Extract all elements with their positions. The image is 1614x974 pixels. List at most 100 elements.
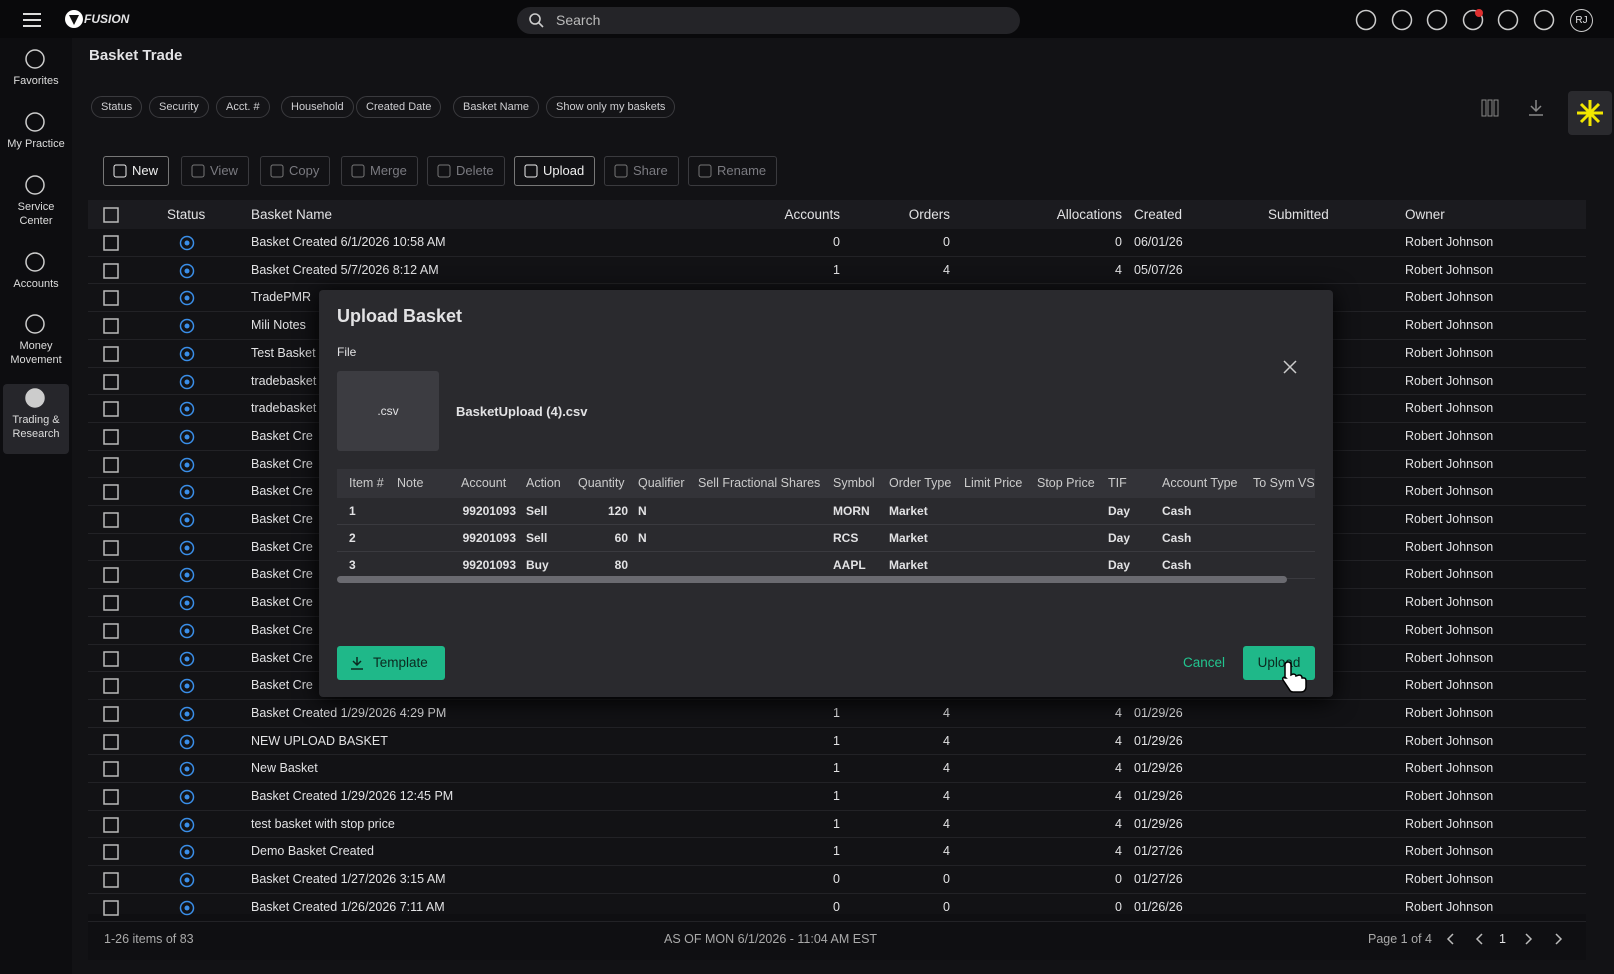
row-checkbox[interactable]	[103, 429, 119, 445]
user-avatar[interactable]: RJ	[1570, 9, 1593, 32]
pager-first[interactable]	[1443, 932, 1457, 946]
table-cell[interactable]: tradebasket	[251, 373, 317, 388]
nav-icon[interactable]	[24, 111, 46, 133]
table-cell[interactable]: Basket Cre	[251, 650, 313, 665]
nav-label[interactable]: Service Center	[17, 201, 55, 227]
filter-chip[interactable]: Security	[149, 96, 209, 118]
table-cell[interactable]: Basket Cre	[251, 678, 313, 693]
table-cell[interactable]: New Basket	[251, 761, 318, 776]
table-cell[interactable]: tradebasket	[251, 401, 317, 416]
table-cell[interactable]: Basket Cre	[251, 428, 313, 443]
toolbar-button[interactable]: Share	[604, 156, 679, 186]
table-cell[interactable]: Basket Created 1/29/2026 4:29 PM	[251, 705, 447, 720]
nav-label[interactable]: Money Movement	[10, 340, 62, 366]
table-cell[interactable]: Basket Created 1/26/2026 7:11 AM	[251, 899, 445, 914]
table-cell[interactable]: TradePMR	[251, 290, 311, 305]
toolbar-button[interactable]: Merge	[341, 156, 418, 186]
toolbar-button[interactable]: Copy	[260, 156, 331, 186]
column-header[interactable]: Submitted	[1268, 207, 1329, 222]
column-header[interactable]: Owner	[1405, 207, 1445, 222]
row-checkbox[interactable]	[103, 678, 119, 694]
download-icon[interactable]	[1526, 98, 1546, 118]
row-checkbox[interactable]	[103, 844, 119, 861]
column-header[interactable]: Allocations	[1056, 207, 1122, 222]
table-cell[interactable]: Basket Cre	[251, 567, 313, 582]
toolbar-button[interactable]: Upload	[514, 156, 596, 186]
close-icon[interactable]	[1283, 360, 1297, 374]
bell-icon[interactable]	[1462, 9, 1484, 31]
row-checkbox[interactable]	[103, 456, 119, 473]
table-cell[interactable]: Test Basket	[251, 345, 316, 360]
nav-label[interactable]: Favorites	[13, 75, 59, 87]
row-checkbox[interactable]	[103, 595, 119, 611]
table-cell[interactable]: Basket Created 1/27/2026 3:15 AM	[251, 872, 446, 887]
nav-label[interactable]: My Practice	[7, 138, 65, 150]
column-header[interactable]: Accounts	[784, 207, 840, 222]
row-checkbox[interactable]	[103, 567, 119, 584]
table-cell[interactable]: test basket with stop price	[251, 816, 395, 831]
column-header[interactable]: Status	[167, 207, 206, 222]
cancel-button[interactable]: Cancel	[1182, 655, 1226, 670]
toolbar-button[interactable]: View	[181, 156, 249, 186]
row-checkbox[interactable]	[103, 789, 119, 805]
row-checkbox[interactable]	[103, 346, 119, 362]
chart-icon[interactable]	[1426, 9, 1448, 31]
apps-icon[interactable]	[1533, 9, 1555, 31]
nav-icon[interactable]	[24, 387, 46, 409]
nav-icon[interactable]	[24, 313, 46, 335]
row-checkbox[interactable]	[103, 761, 119, 778]
mail-icon[interactable]	[1497, 9, 1519, 31]
row-checkbox[interactable]	[103, 872, 119, 888]
row-checkbox[interactable]	[103, 318, 119, 334]
filter-chip[interactable]: Created Date	[356, 96, 442, 118]
column-header[interactable]: Created	[1134, 207, 1183, 222]
row-checkbox[interactable]	[103, 623, 119, 639]
row-checkbox[interactable]	[103, 900, 119, 916]
row-checkbox[interactable]	[103, 235, 119, 251]
filter-chip[interactable]: Acct. #	[216, 96, 270, 118]
table-cell[interactable]: NEW UPLOAD BASKET	[251, 733, 388, 748]
table-cell[interactable]: Basket Cre	[251, 595, 313, 610]
nav-icon[interactable]	[24, 48, 46, 70]
table-cell[interactable]: Demo Basket Created	[251, 844, 374, 859]
table-cell[interactable]: Basket Cre	[251, 539, 313, 554]
nav-icon[interactable]	[24, 174, 46, 196]
help-icon[interactable]	[1355, 9, 1377, 31]
row-checkbox[interactable]	[103, 290, 119, 307]
table-cell[interactable]: Basket Created 5/7/2026 8:12 AM	[251, 262, 439, 277]
row-checkbox[interactable]	[103, 733, 119, 750]
toolbar-button[interactable]: New	[103, 156, 170, 186]
table-cell[interactable]: Basket Created 6/1/2026 10:58 AM	[251, 235, 446, 249]
nav-label[interactable]: Accounts	[13, 278, 59, 290]
row-checkbox[interactable]	[103, 262, 119, 279]
column-header[interactable]: Orders	[908, 207, 950, 222]
toolbar-button[interactable]: Delete	[427, 156, 505, 186]
pager-next[interactable]	[1522, 932, 1536, 946]
row-checkbox[interactable]	[103, 373, 119, 390]
row-checkbox[interactable]	[103, 539, 119, 556]
filter-chip[interactable]: Show only my baskets	[546, 96, 676, 118]
filter-chip[interactable]: Household	[281, 96, 354, 118]
pager-last[interactable]	[1552, 932, 1566, 946]
menu-icon[interactable]	[22, 12, 42, 28]
row-checkbox[interactable]	[103, 650, 119, 667]
table-cell[interactable]: Basket Cre	[251, 456, 313, 471]
row-checkbox[interactable]	[103, 816, 119, 833]
row-checkbox[interactable]	[103, 484, 119, 501]
search-box[interactable]	[517, 7, 1020, 34]
nav-icon[interactable]	[24, 251, 46, 273]
filter-chip[interactable]: Status	[91, 96, 143, 118]
filter-chip[interactable]: Basket Name	[453, 96, 540, 118]
table-cell[interactable]: Basket Cre	[251, 484, 313, 499]
table-cell[interactable]: Basket Cre	[251, 622, 313, 637]
header-checkbox[interactable]	[103, 207, 119, 223]
calculator-icon[interactable]	[1391, 9, 1413, 31]
columns-icon[interactable]	[1480, 98, 1500, 118]
row-checkbox[interactable]	[103, 706, 119, 722]
toolbar-button[interactable]: Rename	[688, 156, 778, 186]
table-cell[interactable]: Basket Created 1/29/2026 12:45 PM	[251, 789, 454, 803]
column-header[interactable]: Basket Name	[251, 207, 333, 222]
nav-label[interactable]: Trading & Research	[12, 414, 60, 440]
row-checkbox[interactable]	[103, 401, 119, 417]
table-cell[interactable]: Mili Notes	[251, 318, 306, 333]
